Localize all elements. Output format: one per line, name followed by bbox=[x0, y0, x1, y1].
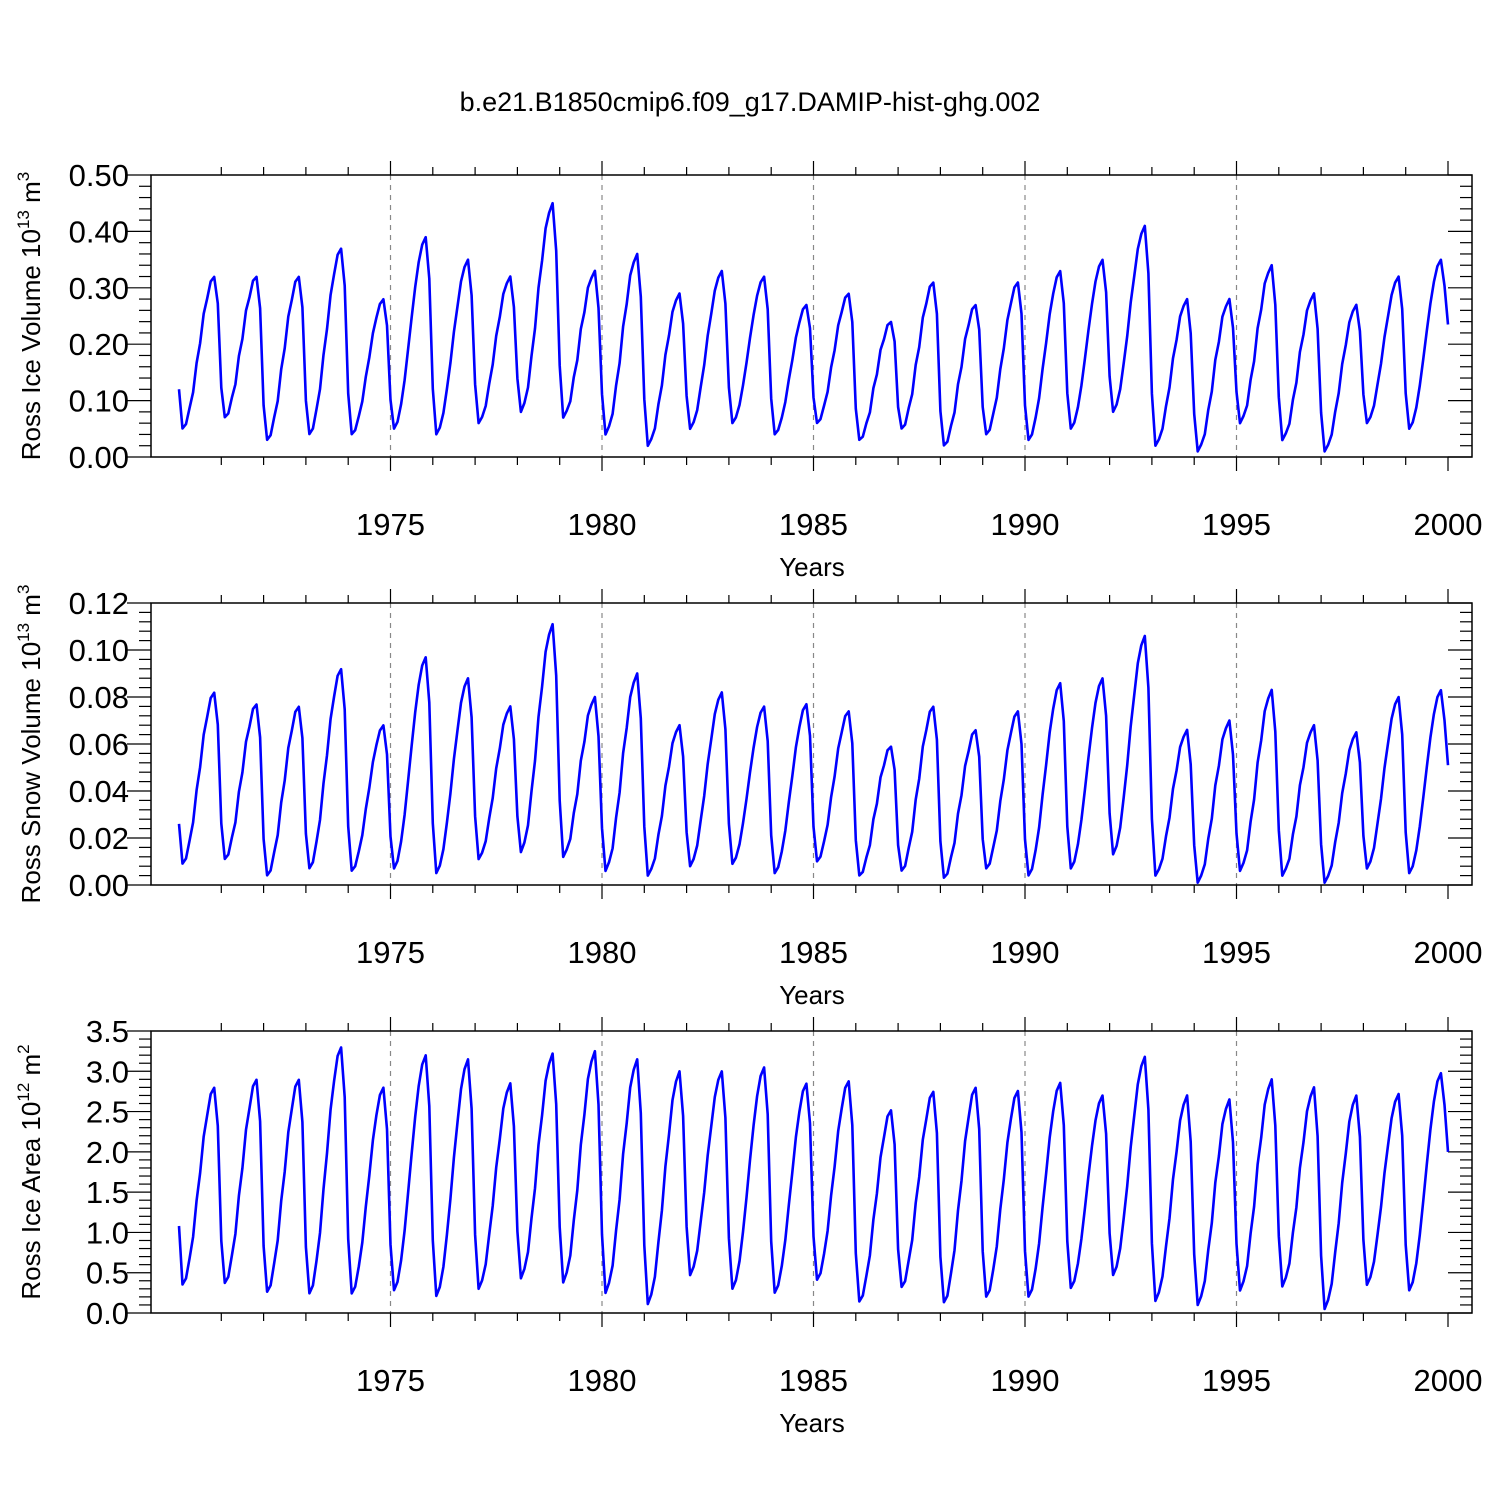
y-tick-label: 0.04 bbox=[69, 774, 129, 809]
y-axis-label-superscript: 12 bbox=[14, 1083, 33, 1102]
x-tick-label: 2000 bbox=[1414, 935, 1483, 970]
x-axis-label: Years bbox=[779, 980, 845, 1010]
y-axis-label-part: Ross Ice Volume 10 bbox=[16, 229, 46, 460]
y-axis-label-part: m bbox=[16, 181, 46, 210]
y-axis-label-part: m bbox=[16, 594, 46, 623]
data-series-line bbox=[177, 622, 1450, 884]
x-tick-label: 1980 bbox=[568, 1363, 637, 1398]
x-axis-label: Years bbox=[779, 1408, 845, 1438]
plot-frame bbox=[150, 1030, 1473, 1314]
y-axis-label-part: Ross Ice Area 10 bbox=[16, 1102, 46, 1300]
y-tick-label: 3.5 bbox=[86, 1014, 129, 1049]
x-tick-label: 1990 bbox=[991, 1363, 1060, 1398]
y-tick-label: 0.50 bbox=[69, 158, 129, 193]
chart-panels: 1975 1980 1985 1990 1995 2000 Years 0.00 0.10 0.2… bbox=[14, 158, 1482, 1438]
x-tick-label: 1980 bbox=[568, 935, 637, 970]
y-axis-label-superscript: 2 bbox=[14, 1044, 33, 1053]
y-axis-label: Ross Snow Volume 1013 m3 bbox=[14, 585, 46, 904]
x-tick-label: 1985 bbox=[779, 935, 848, 970]
y-axis-label-superscript: 13 bbox=[14, 210, 33, 229]
chart-panel-ross-ice-volume: 1975 1980 1985 1990 1995 2000 Years 0.00 0.10 0.2… bbox=[14, 158, 1482, 582]
x-tick-label: 2000 bbox=[1414, 507, 1483, 542]
y-tick-label: 0.06 bbox=[69, 727, 129, 762]
y-tick-label: 1.0 bbox=[86, 1215, 129, 1250]
data-series-line bbox=[177, 1046, 1450, 1311]
y-tick-label: 0.12 bbox=[69, 586, 129, 621]
x-axis-label: Years bbox=[779, 552, 845, 582]
y-tick-label: 0.20 bbox=[69, 327, 129, 362]
chart-panel-ross-ice-area: 1975 1980 1985 1990 1995 2000 Years 0.0 0.5 1.0 1.… bbox=[14, 1014, 1482, 1438]
x-tick-label: 1985 bbox=[779, 507, 848, 542]
y-axis-label-part: Ross Snow Volume 10 bbox=[16, 642, 46, 904]
x-tick-label: 1975 bbox=[356, 935, 425, 970]
y-axis-label-part: m bbox=[16, 1054, 46, 1083]
x-tick-label: 1995 bbox=[1202, 1363, 1271, 1398]
y-axis-label: Ross Ice Volume 1013 m3 bbox=[14, 172, 46, 461]
chart-panel-ross-snow-volume: 1975 1980 1985 1990 1995 2000 Years 0.00 0.02 0.0… bbox=[14, 585, 1482, 1010]
y-tick-label: 3.0 bbox=[86, 1054, 129, 1089]
x-tick-label: 2000 bbox=[1414, 1363, 1483, 1398]
x-tick-label: 1975 bbox=[356, 1363, 425, 1398]
y-tick-label: 0.10 bbox=[69, 633, 129, 668]
x-tick-label: 1990 bbox=[991, 507, 1060, 542]
y-tick-label: 0.0 bbox=[86, 1296, 129, 1331]
y-tick-label: 0.30 bbox=[69, 271, 129, 306]
x-tick-label: 1995 bbox=[1202, 935, 1271, 970]
x-tick-label: 1985 bbox=[779, 1363, 848, 1398]
y-tick-label: 1.5 bbox=[86, 1175, 129, 1210]
x-tick-label: 1975 bbox=[356, 507, 425, 542]
y-tick-label: 0.08 bbox=[69, 680, 129, 715]
y-axis-label-superscript: 3 bbox=[14, 172, 33, 181]
y-tick-label: 0.40 bbox=[69, 214, 129, 249]
y-tick-label: 0.00 bbox=[69, 440, 129, 475]
y-axis-label: Ross Ice Area 1012 m2 bbox=[14, 1044, 46, 1299]
y-tick-label: 0.5 bbox=[86, 1256, 129, 1291]
y-axis-label-superscript: 13 bbox=[14, 623, 33, 642]
x-tick-label: 1995 bbox=[1202, 507, 1271, 542]
y-tick-label: 0.02 bbox=[69, 821, 129, 856]
y-axis-label-superscript: 3 bbox=[14, 585, 33, 594]
y-tick-label: 0.10 bbox=[69, 384, 129, 419]
x-tick-label: 1990 bbox=[991, 935, 1060, 970]
figure-title: b.e21.B1850cmip6.f09_g17.DAMIP-hist-ghg.… bbox=[460, 87, 1041, 117]
y-tick-label: 2.5 bbox=[86, 1095, 129, 1130]
y-tick-label: 0.00 bbox=[69, 868, 129, 903]
y-tick-label: 2.0 bbox=[86, 1135, 129, 1170]
x-tick-label: 1980 bbox=[568, 507, 637, 542]
data-series-line bbox=[177, 201, 1450, 453]
plot-frame bbox=[150, 174, 1473, 458]
